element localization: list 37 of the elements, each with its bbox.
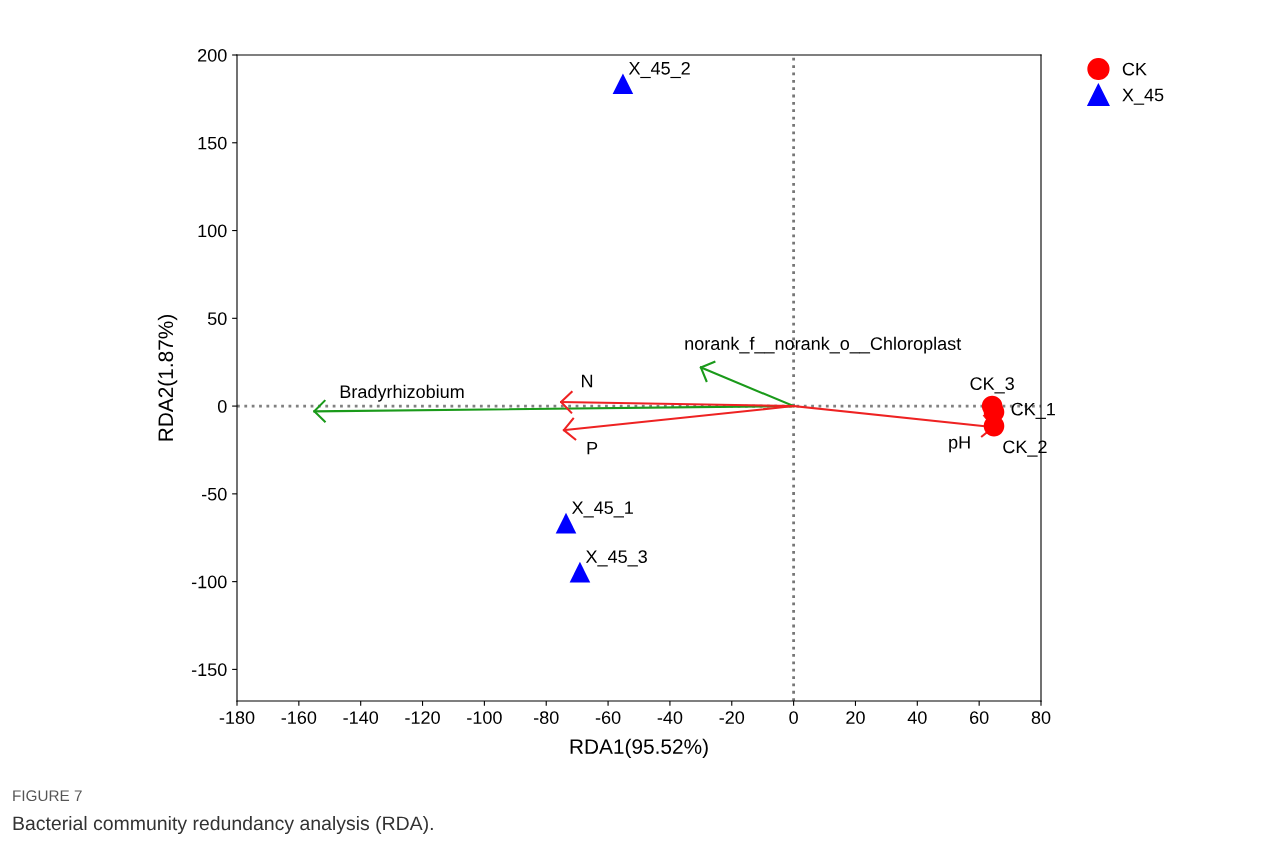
x-tick-label: 60 [970, 711, 989, 724]
x-tick-label: -120 [405, 711, 440, 724]
y-tick-label: -100 [191, 575, 227, 589]
legend-label: X_45 [1122, 88, 1164, 105]
x-tick-label: 20 [846, 711, 865, 724]
annotation: pH [949, 436, 970, 453]
x-tick-label: 0 [789, 711, 798, 724]
y-tick-label: 0 [217, 400, 227, 413]
x-tick-label: -160 [281, 711, 317, 724]
annotation: CK_3 [970, 377, 1014, 394]
annotation: X_45_2 [628, 61, 690, 79]
y-tick-label: 200 [198, 48, 227, 62]
annotation: P [587, 441, 598, 455]
annotation: X_45_1 [571, 501, 633, 518]
x-tick-label: -20 [719, 711, 745, 724]
y-tick-label: 100 [198, 224, 227, 238]
annotation: norank_f__norank_o__Chloroplast [685, 336, 962, 354]
x-axis-title: RDA1(95.52%) [570, 738, 708, 759]
annotation: N [582, 374, 593, 388]
y-tick-label: 150 [198, 136, 227, 150]
text: Bacterial community redundancy analysis (RDA). [13, 815, 433, 835]
x-tick-label: -180 [219, 711, 255, 724]
x-tick-label: -140 [343, 711, 379, 724]
y-tick-label: 50 [207, 312, 227, 326]
x-tick-label: -40 [657, 711, 683, 724]
x-tick-label: -80 [533, 711, 559, 724]
annotation: X_45_3 [585, 550, 647, 567]
x-tick-label: 40 [907, 711, 927, 724]
y-axis-title: RDA2(1.87%) [157, 315, 178, 441]
x-tick-label: -100 [467, 711, 502, 724]
y-tick-label: -50 [201, 487, 227, 501]
caption: FIGURE 7 [13, 790, 82, 802]
x-tick-label: 80 [1031, 711, 1051, 724]
legend-label: CK [1122, 62, 1147, 76]
annotation: Bradyrhizobium [340, 384, 464, 402]
x-tick-label: -60 [595, 711, 621, 724]
y-tick-label: -150 [191, 663, 227, 677]
